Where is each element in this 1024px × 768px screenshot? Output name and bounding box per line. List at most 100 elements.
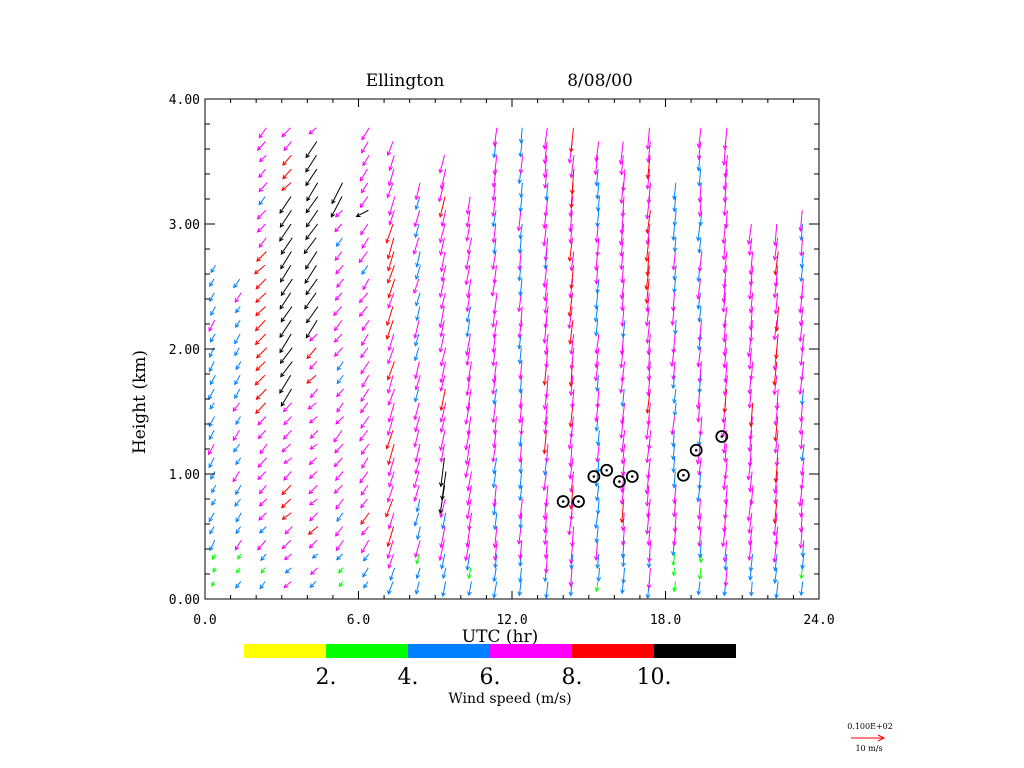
wind-vector-shaft (336, 237, 343, 247)
wind-vector-head (415, 535, 421, 541)
wind-vector-head (387, 181, 393, 187)
wind-vector-head (387, 524, 393, 530)
wind-vector-shaft (334, 251, 343, 261)
wind-vector-shaft (621, 430, 626, 452)
wind-vector-shaft (415, 292, 421, 306)
wind-vector-shaft (722, 292, 726, 312)
wind-vector-shaft (309, 539, 318, 549)
wind-vector-shaft (750, 485, 754, 505)
wind-vector-shaft (543, 430, 547, 454)
wind-vector-head (333, 311, 338, 317)
wind-vector-head (595, 194, 600, 200)
wind-vector-shaft (209, 292, 215, 302)
wind-vector-shaft (335, 471, 344, 481)
wind-vector-shaft (595, 471, 599, 487)
wind-vector-head (517, 591, 523, 597)
wind-vector-head (304, 304, 309, 310)
wind-vector-head (568, 239, 574, 245)
wind-vector-shaft (308, 127, 317, 135)
wind-vector-shaft (257, 209, 267, 220)
wind-vector-head (799, 251, 804, 257)
wind-vector-shaft (494, 512, 498, 530)
wind-vector-shaft (416, 498, 421, 512)
wind-vector-head (696, 362, 702, 368)
wind-vector-head (491, 348, 497, 354)
wind-vector-head (388, 211, 393, 217)
wind-vector-shaft (306, 182, 319, 201)
wind-vector-head (645, 214, 650, 220)
wind-vector-shaft (749, 443, 753, 467)
wind-vector-head (620, 377, 625, 383)
wind-vector-shaft (543, 471, 547, 491)
wind-vector-shaft (750, 361, 754, 380)
wind-vector-shaft (388, 402, 395, 422)
wind-vector-head (334, 227, 340, 233)
wind-vector-head (798, 512, 804, 518)
wind-vector-shaft (259, 154, 267, 162)
wind-vector-shaft (493, 361, 498, 383)
wind-vector-shaft (308, 526, 319, 535)
wind-vector-head (518, 442, 523, 448)
wind-vector-head (358, 298, 364, 304)
wind-vector-head (360, 519, 365, 525)
wind-vector-head (722, 514, 728, 520)
wind-vector-shaft (280, 278, 293, 296)
wind-vector-shaft (413, 278, 420, 294)
wind-vector-head (235, 529, 240, 535)
wind-vector-shaft (776, 388, 779, 410)
wind-vector-shaft (388, 512, 395, 529)
colorbar-swatch (572, 644, 654, 658)
wind-vector-head (310, 570, 315, 576)
wind-vector-shaft (545, 540, 548, 559)
wind-vector-shaft (233, 429, 240, 441)
wind-vector-head (772, 558, 777, 563)
wind-vector-shaft (336, 388, 344, 397)
wind-vector-shaft (441, 553, 446, 569)
wind-vector-head (799, 295, 805, 301)
wind-vector-shaft (310, 388, 319, 398)
wind-vector-shaft (801, 333, 805, 352)
wind-vector-head (698, 431, 704, 436)
wind-vector-shaft (775, 333, 779, 359)
wind-vector-head (439, 184, 445, 190)
wind-vector-shaft (622, 168, 626, 191)
wind-vector-head (542, 405, 548, 411)
wind-vector-head (696, 166, 702, 172)
wind-vector-head (517, 359, 523, 365)
wind-vector-shaft (597, 498, 600, 514)
wind-vector-head (361, 548, 366, 554)
wind-vector-shaft (254, 264, 266, 275)
wind-vector-head (619, 518, 625, 524)
wind-vector-head (696, 277, 701, 283)
wind-vector-head (516, 307, 522, 313)
wind-vector-head (671, 561, 676, 567)
wind-vector-shaft (493, 498, 497, 515)
wind-vector-head (594, 587, 600, 593)
wind-vector-shaft (672, 361, 676, 380)
wind-vector-shaft (362, 567, 369, 578)
wind-vector-head (438, 509, 444, 515)
wind-vector-head (283, 420, 288, 426)
wind-vector-shaft (672, 333, 676, 353)
wind-vector-head (492, 279, 498, 285)
wind-vector-head (259, 584, 265, 590)
wind-vector-head (721, 160, 727, 166)
wind-vector-shaft (361, 182, 369, 193)
wind-vector-head (258, 489, 264, 495)
wind-vector-head (697, 336, 703, 342)
wind-vector-shaft (520, 127, 523, 143)
wind-vector-shaft (493, 485, 497, 507)
wind-vector-head (697, 197, 703, 203)
wind-vector-head (386, 278, 392, 284)
wind-vector-head (413, 233, 419, 239)
wind-vector-head (439, 457, 445, 463)
wind-vector-head (618, 388, 624, 394)
wind-vector-shaft (439, 223, 446, 243)
wind-vector-shaft (571, 526, 575, 547)
wind-vector-head (361, 383, 366, 388)
wind-vector-shaft (620, 141, 624, 164)
y-tick-label: 1.00 (169, 468, 200, 483)
wind-vector-head (542, 296, 548, 302)
wind-vector-head (464, 419, 469, 425)
wind-vector-head (569, 487, 574, 493)
